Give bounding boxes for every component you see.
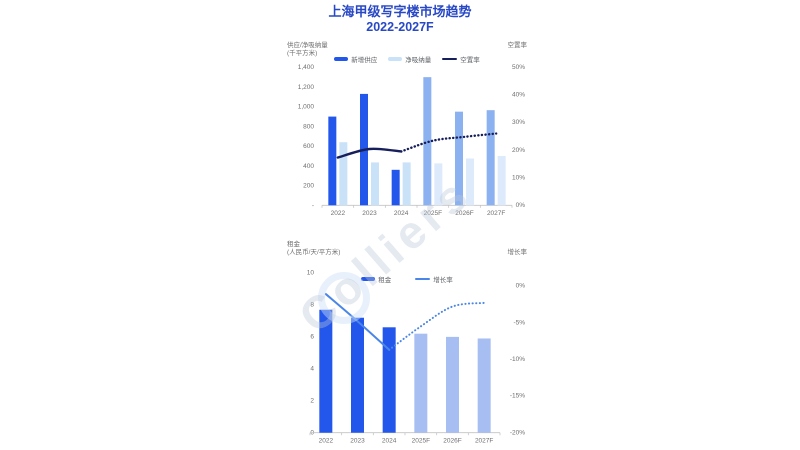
svg-text:-15%: -15%	[510, 393, 525, 400]
svg-text:20%: 20%	[512, 147, 525, 154]
svg-text:0%: 0%	[516, 283, 526, 290]
legend-item-growth-rate: 增长率	[415, 274, 453, 284]
svg-text:2022: 2022	[331, 210, 346, 217]
chart2-legend: 租金 增长率	[287, 274, 527, 284]
svg-text:2022: 2022	[319, 438, 334, 445]
svg-text:40%: 40%	[512, 92, 525, 99]
page-title-line1: 上海甲级写字楼市场趋势	[328, 4, 472, 19]
chart1-legend: 新增供应 净吸纳量 空置率	[287, 54, 527, 64]
svg-text:4: 4	[310, 366, 314, 373]
legend-label: 空置率	[460, 57, 480, 64]
svg-text:2027F: 2027F	[487, 210, 505, 217]
chart1-left-axis-title-line2: (千平方米)	[287, 49, 318, 57]
svg-text:2: 2	[310, 397, 314, 404]
svg-text:400: 400	[303, 163, 314, 170]
legend-item-rent: 租金	[361, 274, 391, 284]
svg-text:1,200: 1,200	[298, 84, 315, 91]
legend-item-new-supply: 新增供应	[334, 54, 377, 64]
rent-growth-chart: 10864200%-5%-10%-15%-20%2022202320242025…	[307, 270, 526, 445]
svg-text:200: 200	[303, 183, 314, 190]
svg-text:2023: 2023	[350, 438, 365, 445]
page-title: 上海甲级写字楼市场趋势 2022-2027F	[0, 4, 800, 35]
svg-text:2023: 2023	[362, 210, 377, 217]
svg-text:50%: 50%	[512, 64, 525, 71]
chart1-left-axis-title-line1: 供应/净吸纳量	[287, 42, 328, 49]
supply-absorption-vacancy-chart: 1,400 1,200 1,000 800 600 400 200 - 50% 40% 30% 20%…	[298, 64, 526, 217]
svg-text:2026F: 2026F	[455, 210, 473, 217]
svg-text:1,400: 1,400	[298, 64, 315, 71]
svg-text:600: 600	[303, 143, 314, 150]
chart2-left-axis-title: 租金 (人民币/天/平方米)	[287, 241, 340, 256]
svg-text:10: 10	[307, 270, 315, 277]
svg-text:800: 800	[303, 123, 314, 130]
legend-label: 增长率	[433, 277, 453, 284]
svg-text:-10%: -10%	[510, 356, 525, 363]
svg-text:-20%: -20%	[510, 429, 525, 436]
svg-text:2025F: 2025F	[424, 210, 442, 217]
legend-label: 租金	[378, 277, 392, 284]
rent-swatch-icon	[361, 277, 376, 281]
chart2-left-axis-title-line2: (人民币/天/平方米)	[287, 248, 341, 256]
svg-text:10%: 10%	[512, 174, 525, 181]
legend-item-net-absorption: 净吸纳量	[388, 54, 431, 64]
growth-line-swatch-icon	[415, 278, 431, 280]
legend-label: 新增供应	[351, 57, 378, 64]
page-title-line2: 2022-2027F	[366, 20, 434, 34]
svg-text:2024: 2024	[394, 210, 409, 217]
svg-text:2024: 2024	[382, 438, 397, 445]
svg-text:2026F: 2026F	[443, 438, 461, 445]
net-absorption-swatch-icon	[388, 57, 403, 61]
svg-text:0%: 0%	[516, 202, 526, 209]
legend-label: 净吸纳量	[405, 57, 432, 64]
svg-text:1,000: 1,000	[298, 104, 315, 111]
new-supply-swatch-icon	[334, 57, 349, 61]
chart2-right-axis-title: 增长率	[507, 249, 528, 256]
svg-text:2025F: 2025F	[412, 438, 430, 445]
chart2-left-axis-title-line1: 租金	[287, 241, 300, 248]
svg-text:30%: 30%	[512, 119, 525, 126]
vacancy-line-swatch-icon	[442, 58, 458, 60]
svg-text:-: -	[312, 202, 314, 209]
svg-text:8: 8	[310, 302, 314, 309]
svg-text:-5%: -5%	[513, 319, 525, 326]
legend-item-vacancy: 空置率	[442, 54, 480, 64]
svg-text:2027F: 2027F	[475, 438, 493, 445]
chart1-right-axis-title: 空置率	[507, 42, 528, 49]
svg-text:6: 6	[310, 334, 314, 341]
chart1-left-axis-title: 供应/净吸纳量 (千平方米)	[287, 42, 328, 57]
